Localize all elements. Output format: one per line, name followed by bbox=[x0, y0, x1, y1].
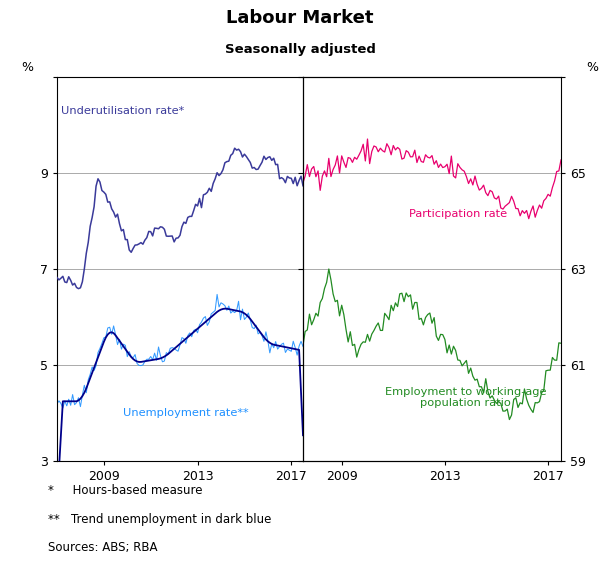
Text: **   Trend unemployment in dark blue: ** Trend unemployment in dark blue bbox=[48, 513, 271, 526]
Text: Sources: ABS; RBA: Sources: ABS; RBA bbox=[48, 541, 157, 555]
Text: Seasonally adjusted: Seasonally adjusted bbox=[224, 43, 376, 56]
Text: Underutilisation rate*: Underutilisation rate* bbox=[61, 106, 184, 116]
Text: %: % bbox=[586, 61, 598, 73]
Text: Labour Market: Labour Market bbox=[226, 9, 374, 26]
Text: Participation rate: Participation rate bbox=[409, 209, 507, 219]
Text: %: % bbox=[22, 61, 34, 73]
Text: Unemployment rate**: Unemployment rate** bbox=[122, 409, 248, 418]
Text: *     Hours-based measure: * Hours-based measure bbox=[48, 484, 203, 497]
Text: Employment to working-age
population ratio: Employment to working-age population rat… bbox=[385, 387, 546, 409]
